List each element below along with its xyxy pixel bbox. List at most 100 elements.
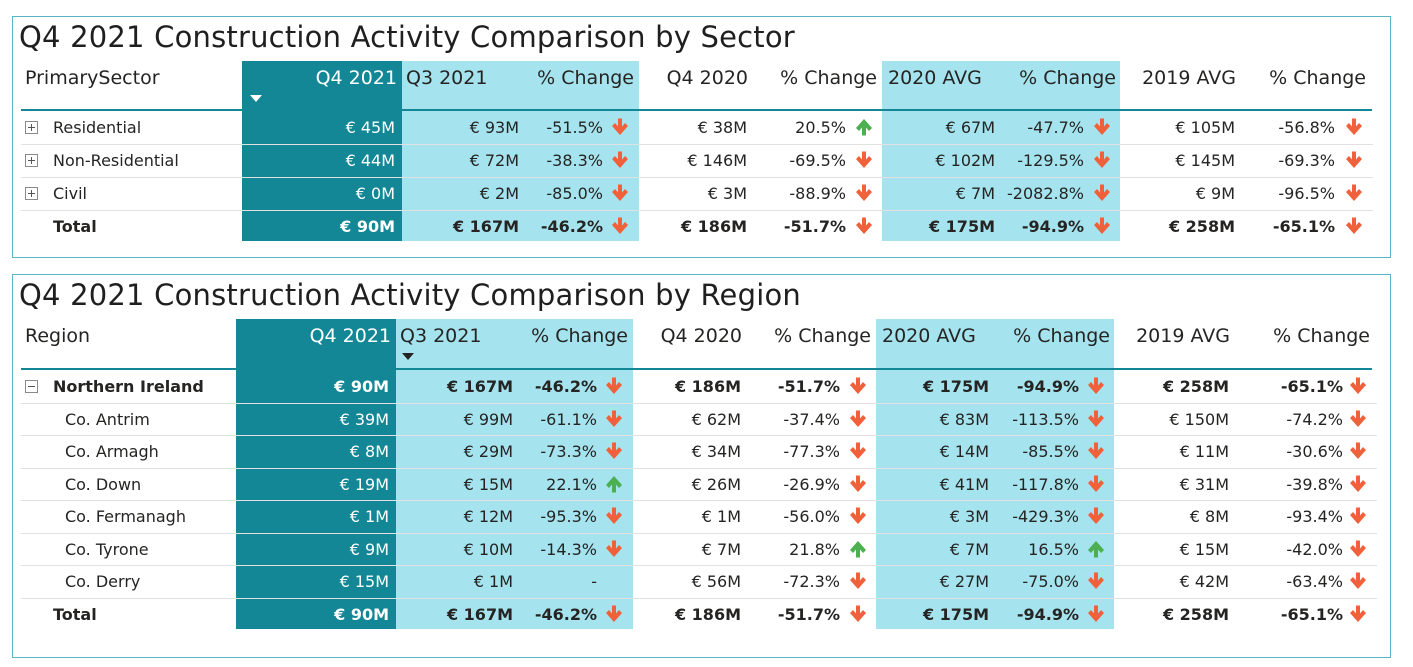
- region-cell-q4-2021: € 90M: [334, 604, 389, 624]
- sector-header-6[interactable]: 2020 AVG: [888, 67, 982, 89]
- sector-column-band-2: [882, 61, 1120, 241]
- sector-header-7[interactable]: % Change: [1019, 67, 1116, 89]
- sector-cell--change: -69.3%: [1278, 151, 1335, 170]
- sector-row-label: Non-Residential: [53, 151, 179, 170]
- sector-cell--change: -129.5%: [1017, 151, 1084, 170]
- region-cell--change: -51.7%: [777, 377, 840, 396]
- expand-icon[interactable]: [25, 154, 38, 167]
- region-header-8[interactable]: 2019 AVG: [1136, 325, 1230, 347]
- region-header-5[interactable]: % Change: [774, 325, 871, 347]
- region-cell-2019-avg: € 15M: [1179, 539, 1229, 559]
- region-row-separator: [21, 565, 1377, 566]
- region-cell-q4-2020: € 186M: [674, 604, 741, 624]
- sector-cell-q4-2021: € 45M: [345, 118, 395, 137]
- region-cell--change: -113.5%: [1012, 409, 1079, 429]
- arrow-down-icon: [612, 184, 628, 201]
- region-cell--change: -75.0%: [1022, 572, 1079, 591]
- region-cell-q3-2021: € 15M: [463, 474, 513, 494]
- arrow-down-icon: [1346, 118, 1362, 135]
- region-header-6[interactable]: 2020 AVG: [882, 325, 976, 347]
- region-cell--change: -73.3%: [540, 442, 597, 461]
- sector-header-1[interactable]: Q4 2021: [315, 67, 397, 89]
- region-cell--change: 16.5%: [1028, 539, 1079, 559]
- sector-header-0[interactable]: PrimarySector: [25, 67, 160, 89]
- arrow-down-icon: [606, 605, 622, 622]
- region-cell-q3-2021: € 1M: [473, 572, 513, 591]
- region-cell--change: -95.3%: [540, 507, 597, 526]
- collapse-icon[interactable]: [25, 380, 38, 393]
- region-cell--change: 21.8%: [789, 539, 840, 559]
- arrow-down-icon: [1346, 151, 1362, 168]
- sector-row-separator: [21, 144, 1373, 145]
- expand-icon[interactable]: [25, 121, 38, 134]
- sector-cell-2020-avg: € 102M: [935, 151, 995, 170]
- region-table-visual: Q4 2021 Construction Activity Comparison…: [12, 274, 1391, 658]
- sector-cell-q3-2021: € 72M: [469, 151, 519, 170]
- region-row-separator: [21, 435, 1377, 436]
- region-header-7[interactable]: % Change: [1013, 325, 1110, 347]
- arrow-down-icon: [1094, 217, 1110, 234]
- region-row-label: Total: [53, 604, 97, 624]
- region-cell-q4-2020: € 7M: [701, 539, 741, 559]
- sector-cell-q3-2021: € 2M: [479, 184, 519, 203]
- arrow-down-icon: [850, 507, 866, 524]
- region-header-4[interactable]: Q4 2020: [660, 325, 742, 347]
- region-cell-q4-2021: € 15M: [339, 572, 389, 591]
- arrow-down-icon: [1088, 410, 1104, 427]
- region-cell-2019-avg: € 42M: [1179, 572, 1229, 591]
- sector-cell-q4-2020: € 186M: [680, 217, 747, 236]
- expand-icon[interactable]: [25, 187, 38, 200]
- sector-header-8[interactable]: 2019 AVG: [1142, 67, 1236, 89]
- region-cell--change: -14.3%: [540, 539, 597, 559]
- arrow-down-icon: [606, 442, 622, 459]
- arrow-down-icon: [1094, 118, 1110, 135]
- sector-cell--change: -51.5%: [546, 118, 603, 137]
- region-header-divider: [21, 368, 1372, 370]
- region-cell-2019-avg: € 31M: [1179, 474, 1229, 494]
- sector-cell-q4-2020: € 3M: [707, 184, 747, 203]
- sector-header-5[interactable]: % Change: [780, 67, 877, 89]
- arrow-down-icon: [1346, 217, 1362, 234]
- sector-header-9[interactable]: % Change: [1269, 67, 1366, 89]
- region-row-separator: [21, 467, 1377, 469]
- arrow-down-icon: [850, 605, 866, 622]
- arrow-down-icon: [612, 151, 628, 168]
- sector-header-4[interactable]: Q4 2020: [666, 67, 748, 89]
- sector-cell--change: -85.0%: [546, 184, 603, 203]
- region-cell-2020-avg: € 175M: [922, 604, 989, 624]
- region-column-band-2: [876, 319, 1114, 629]
- arrow-down-icon: [850, 410, 866, 427]
- region-cell--change: -85.5%: [1022, 442, 1079, 461]
- region-header-3[interactable]: % Change: [531, 325, 628, 347]
- region-row-separator: [21, 402, 1377, 404]
- region-cell-2019-avg: € 8M: [1189, 507, 1229, 526]
- arrow-down-icon: [856, 217, 872, 234]
- sector-header-3[interactable]: % Change: [537, 67, 634, 89]
- arrow-down-icon: [1350, 605, 1366, 622]
- sector-cell-2020-avg: € 67M: [945, 118, 995, 137]
- sector-cell--change: -56.8%: [1278, 118, 1335, 137]
- region-header-2[interactable]: Q3 2021: [400, 325, 482, 347]
- region-column-band-1: [396, 319, 633, 629]
- region-header-0[interactable]: Region: [25, 325, 91, 347]
- region-header-1[interactable]: Q4 2021: [309, 325, 391, 347]
- region-cell-q4-2020: € 62M: [691, 409, 741, 429]
- region-cell-q3-2021: € 12M: [463, 507, 513, 526]
- region-cell-q4-2020: € 1M: [701, 507, 741, 526]
- arrow-up-icon: [1088, 540, 1104, 557]
- region-row-label: Co. Antrim: [65, 409, 150, 429]
- sector-sort-indicator-icon[interactable]: [250, 95, 262, 102]
- arrow-down-icon: [1350, 442, 1366, 459]
- sector-cell--change: -96.5%: [1278, 184, 1335, 203]
- region-row-label: Co. Tyrone: [65, 539, 149, 559]
- sector-header-2[interactable]: Q3 2021: [406, 67, 488, 89]
- region-cell--change: -74.2%: [1286, 409, 1343, 429]
- sector-cell-q3-2021: € 167M: [452, 217, 519, 236]
- region-header-9[interactable]: % Change: [1273, 325, 1370, 347]
- region-cell-2020-avg: € 175M: [922, 377, 989, 396]
- region-column-band-0: [236, 319, 396, 629]
- region-sort-indicator-icon[interactable]: [402, 353, 414, 360]
- sector-cell--change: -38.3%: [546, 151, 603, 170]
- sector-cell--change: -51.7%: [783, 217, 846, 236]
- arrow-up-icon: [606, 475, 622, 492]
